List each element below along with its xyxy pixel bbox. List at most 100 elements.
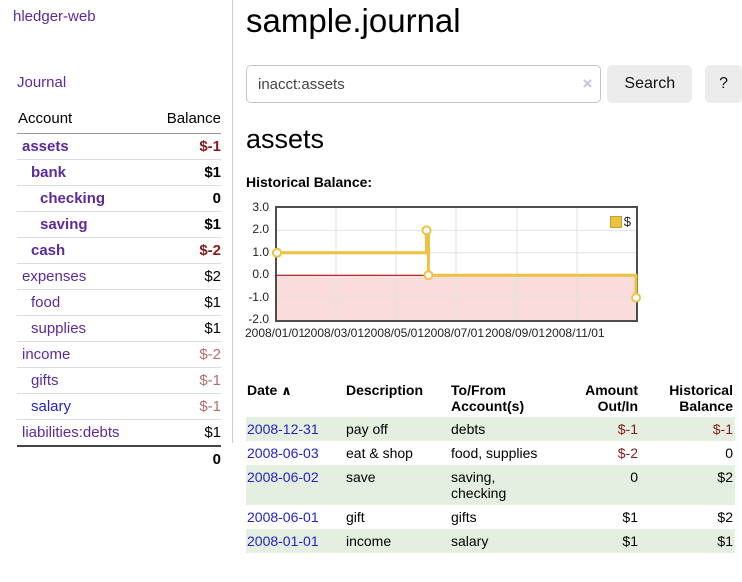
account-balance: $-1 <box>149 393 221 420</box>
transaction-date-link[interactable]: 2008-06-02 <box>247 469 319 485</box>
accounts-total-row: 0 <box>17 445 221 472</box>
account-row: gifts $-1 <box>17 367 221 394</box>
register-header-row: Date ∧ Description To/From Account(s) Am… <box>246 379 735 417</box>
account-link-gifts[interactable]: gifts <box>31 372 59 389</box>
y-tick-label: -1.0 <box>248 289 269 304</box>
register-header-date[interactable]: Date ∧ <box>247 382 292 398</box>
chart-x-axis: 2008/01/01 2008/03/01 2008/05/01 2008/07/01… <box>245 326 638 342</box>
account-link-saving[interactable]: saving <box>40 216 88 233</box>
register-row: 2008-12-31 pay off debts $-1 $-1 <box>246 417 735 441</box>
account-balance: $1 <box>149 211 221 238</box>
register-row: 2008-01-01 income salary $1 $1 <box>246 529 735 553</box>
search-button[interactable]: Search <box>607 65 693 103</box>
transaction-balance: $-1 <box>712 421 733 437</box>
chart-legend: $ <box>609 214 631 229</box>
account-row: liabilities:debts $1 <box>17 419 221 447</box>
page-title: sample.journal <box>246 2 461 39</box>
legend-label: $ <box>623 214 631 229</box>
transaction-accounts: debts <box>451 421 486 437</box>
account-balance: $-1 <box>149 133 221 160</box>
clear-search-icon[interactable]: × <box>582 74 593 93</box>
account-balance: $-1 <box>149 367 221 394</box>
account-balance: 0 <box>149 185 221 212</box>
account-link-salary[interactable]: salary <box>31 398 72 415</box>
historical-balance-chart: 3.0 2.0 1.0 0.0 -1.0 -2.0 $ 2008/01/01 2008/03… <box>245 200 742 358</box>
account-row: expenses $2 <box>17 263 221 290</box>
sort-asc-icon: ∧ <box>281 383 292 398</box>
transaction-date-link[interactable]: 2008-12-31 <box>247 421 319 437</box>
transaction-balance: 0 <box>725 445 733 461</box>
account-row: salary $-1 <box>17 393 221 420</box>
chart-y-axis: 3.0 2.0 1.0 0.0 -1.0 -2.0 <box>235 200 269 326</box>
transaction-accounts: saving, checking <box>451 469 507 501</box>
account-row: supplies $1 <box>17 315 221 342</box>
transaction-amount: $-1 <box>617 421 638 437</box>
y-tick-label: 3.0 <box>252 200 269 214</box>
account-link-bank[interactable]: bank <box>31 164 67 181</box>
transaction-amount: 0 <box>630 469 638 485</box>
main-panel: sample.journal × Search ? assets Histori… <box>245 0 742 553</box>
transaction-balance: $1 <box>717 533 733 549</box>
x-tick-label: 2008/11/01 <box>545 326 605 340</box>
x-tick-label: 2008/09/01 <box>484 326 546 340</box>
transaction-description: eat & shop <box>346 445 413 461</box>
y-tick-label: 0.0 <box>252 267 269 282</box>
account-balance: $2 <box>149 263 221 290</box>
sidebar: hledger-web Journal Account Balance asse… <box>0 0 233 472</box>
transaction-description: save <box>346 469 376 485</box>
register-header-balance: Historical Balance <box>669 382 733 414</box>
register-header-accounts: To/From Account(s) <box>451 382 525 414</box>
account-balance: $1 <box>149 289 221 316</box>
transaction-balance: $2 <box>717 509 733 525</box>
account-link-supplies[interactable]: supplies <box>31 320 87 337</box>
y-tick-label: 2.0 <box>252 222 269 237</box>
account-link-food[interactable]: food <box>31 294 61 311</box>
search-form: × Search ? <box>246 65 742 103</box>
account-link-liabilities-debts[interactable]: liabilities:debts <box>22 424 120 441</box>
account-link-assets[interactable]: assets <box>22 138 69 155</box>
account-row: cash $-2 <box>17 237 221 264</box>
register-table: Date ∧ Description To/From Account(s) Am… <box>246 379 735 553</box>
chart-title: Historical Balance: <box>246 174 373 190</box>
y-tick-label: -2.0 <box>248 312 269 326</box>
app-title-link[interactable]: hledger-web <box>13 8 96 25</box>
x-tick-label: 2008/03/01 <box>303 326 365 340</box>
account-row: income $-2 <box>17 341 221 368</box>
search-help-button[interactable]: ? <box>705 65 742 103</box>
legend-swatch-icon <box>609 215 622 228</box>
account-link-cash[interactable]: cash <box>31 242 66 259</box>
x-tick-label: 2008/05/01 <box>363 326 425 340</box>
account-row: bank $1 <box>17 159 221 186</box>
transaction-balance: $2 <box>717 469 733 485</box>
transaction-date-link[interactable]: 2008-06-01 <box>247 509 319 525</box>
account-balance: $-2 <box>149 341 221 368</box>
transaction-accounts: salary <box>451 533 489 549</box>
account-row: saving $1 <box>17 211 221 238</box>
account-balance: $1 <box>149 315 221 342</box>
accounts-header-balance: Balance <box>149 106 221 134</box>
account-row: food $1 <box>17 289 221 316</box>
register-header-amount: Amount Out/In <box>585 382 638 414</box>
transaction-description: income <box>346 533 392 549</box>
account-balance: $1 <box>149 159 221 186</box>
account-balance: $-2 <box>149 237 221 264</box>
account-balance: $1 <box>149 419 221 447</box>
transaction-accounts: food, supplies <box>451 445 538 461</box>
search-input[interactable] <box>246 65 602 103</box>
transaction-amount: $1 <box>622 509 638 525</box>
account-row: assets $-1 <box>17 133 221 160</box>
transaction-amount: $1 <box>622 533 638 549</box>
transaction-description: pay off <box>346 421 388 437</box>
account-row: checking 0 <box>17 185 221 212</box>
register-row: 2008-06-02 save saving, checking 0 $2 <box>246 465 735 505</box>
sidebar-item-journal[interactable]: Journal <box>17 74 67 91</box>
x-tick-label: 2008/07/01 <box>423 326 485 340</box>
transaction-date-link[interactable]: 2008-01-01 <box>247 533 319 549</box>
register-row: 2008-06-03 eat & shop food, supplies $-2… <box>246 441 735 465</box>
transaction-date-link[interactable]: 2008-06-03 <box>247 445 319 461</box>
register-header-description: Description <box>346 382 424 398</box>
account-link-expenses[interactable]: expenses <box>22 268 87 285</box>
account-link-checking[interactable]: checking <box>40 190 106 207</box>
register-row: 2008-06-01 gift gifts $1 $2 <box>246 505 735 529</box>
account-link-income[interactable]: income <box>22 346 71 363</box>
